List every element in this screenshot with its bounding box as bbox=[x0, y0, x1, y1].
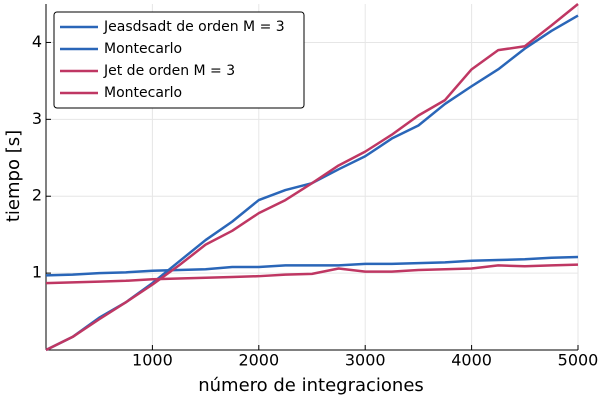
legend-label: Jet de orden M = 3 bbox=[103, 63, 235, 79]
x-tick-label: 3000 bbox=[345, 351, 386, 370]
legend: Jeasdsadt de orden M = 3 Montecarlo Jet de… bbox=[53, 11, 305, 109]
y-tick-label: 3 bbox=[32, 109, 42, 128]
legend-label: Montecarlo bbox=[104, 41, 182, 57]
data-line bbox=[45, 3, 579, 352]
x-tick-label: 4000 bbox=[451, 351, 492, 370]
x-tick-label: 5000 bbox=[558, 351, 599, 370]
legend-label: Montecarlo bbox=[104, 85, 182, 101]
x-tick-label: 1000 bbox=[132, 351, 173, 370]
x-tick-label: 2000 bbox=[238, 351, 279, 370]
y-axis-label: tiempo [s] bbox=[3, 130, 24, 222]
legend-box bbox=[53, 11, 305, 109]
x-axis-label: número de integraciones bbox=[198, 375, 424, 396]
data-line bbox=[45, 255, 579, 277]
y-tick-label: 2 bbox=[32, 186, 42, 205]
legend-label: Jeasdsadt de orden M = 3 bbox=[103, 19, 285, 35]
y-tick-label: 4 bbox=[32, 32, 42, 51]
y-tick-label: 1 bbox=[32, 263, 42, 282]
data-line bbox=[45, 263, 579, 285]
